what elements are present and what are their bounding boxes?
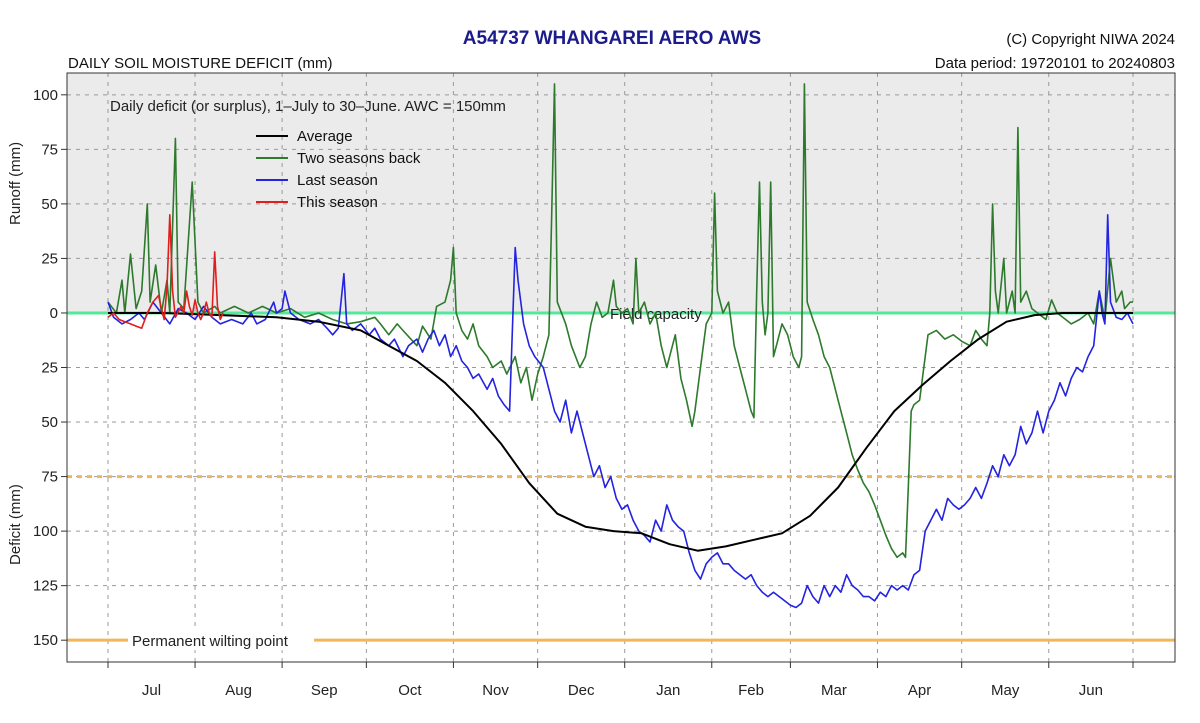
legend-label: Two seasons back	[297, 150, 421, 167]
month-label-oct: Oct	[398, 682, 422, 699]
month-label-aug: Aug	[225, 682, 252, 699]
month-label-jul: Jul	[142, 682, 161, 699]
y-tick-label: 150	[33, 632, 58, 649]
legend-label: This season	[297, 194, 378, 211]
month-label-jun: Jun	[1079, 682, 1103, 699]
y-tick-label: 25	[41, 360, 58, 377]
chart-title: A54737 WHANGAREI AERO AWS	[463, 28, 761, 49]
y-tick-label: 100	[33, 87, 58, 104]
y-axis-bottom-label: Deficit (mm)	[7, 484, 24, 565]
chart-subtitle: DAILY SOIL MOISTURE DEFICIT (mm)	[68, 55, 332, 72]
y-tick-label: 50	[41, 196, 58, 213]
month-label-sep: Sep	[311, 682, 338, 699]
y-tick-label: 50	[41, 414, 58, 431]
series-line-this-season	[107, 214, 224, 329]
chart-note: Daily deficit (or surplus), 1–July to 30…	[110, 98, 506, 115]
copyright-text: (C) Copyright NIWA 2024	[1006, 31, 1175, 48]
series-line-two-seasons-back	[107, 83, 1133, 559]
data-period-text: Data period: 19720101 to 20240803	[935, 55, 1175, 72]
y-tick-label: 75	[41, 141, 58, 158]
series-line-last-season	[107, 214, 1134, 609]
month-label-feb: Feb	[738, 682, 764, 699]
month-label-mar: Mar	[821, 682, 847, 699]
month-label-dec: Dec	[568, 682, 595, 699]
legend-label: Average	[297, 128, 353, 145]
month-label-jan: Jan	[656, 682, 680, 699]
wilting-label-bg	[128, 630, 314, 651]
wilting-point-label: Permanent wilting point	[132, 633, 289, 650]
legend: Average Two seasons back Last season This s…	[256, 128, 421, 211]
series-line-average	[108, 312, 1133, 552]
plot-frame	[66, 72, 1176, 663]
y-tick-label: 100	[33, 523, 58, 540]
y-tick-label: 125	[33, 578, 58, 595]
month-label-apr: Apr	[908, 682, 931, 699]
y-axis-top-label: Runoff (mm)	[7, 142, 24, 225]
month-label-nov: Nov	[482, 682, 509, 699]
month-label-may: May	[991, 682, 1020, 699]
y-tick-label: 25	[41, 250, 58, 267]
y-tick-label: 75	[41, 469, 58, 486]
legend-label: Last season	[297, 172, 378, 189]
y-tick-label: 0	[50, 305, 58, 322]
plot-area: 100 75 50 25 0 25 50 75 100 125 150 Jul Aug Sep Oct Nov…	[33, 72, 1176, 699]
